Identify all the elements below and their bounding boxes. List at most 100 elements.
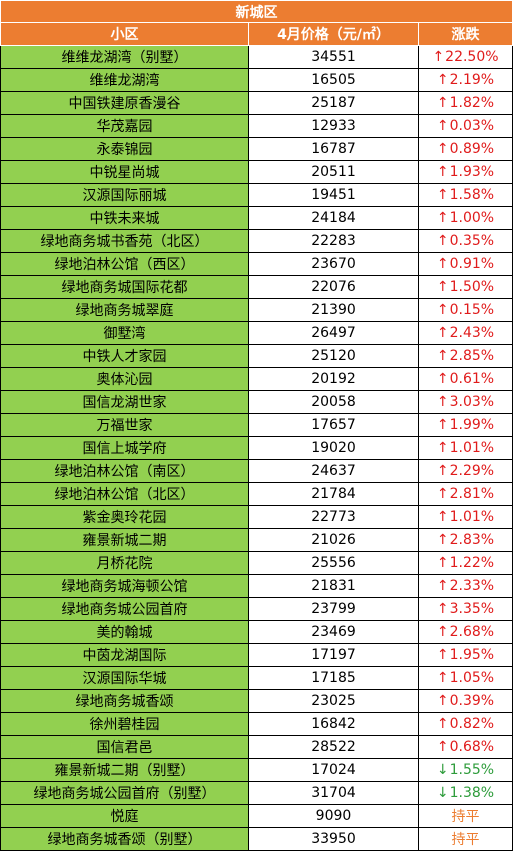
community-name: 雍景新城二期（别墅） (0, 759, 249, 782)
arrow-up-icon: ↑ (436, 486, 449, 502)
community-name: 绿地商务城翠庭 (0, 299, 249, 322)
price-value: 24637 (249, 460, 419, 483)
price-value: 12933 (249, 115, 419, 138)
change-text: 2.83% (449, 532, 495, 548)
community-name: 美的翰城 (0, 621, 249, 644)
change-text: 0.82% (449, 716, 495, 732)
community-name: 绿地商务城公园首府 (0, 598, 249, 621)
arrow-up-icon: ↑ (436, 578, 449, 594)
arrow-up-icon: ↑ (436, 601, 449, 617)
change-text: 1.58% (449, 187, 495, 203)
community-name: 绿地商务城香颂（别墅） (0, 828, 249, 851)
community-name: 绿地商务城海顿公馆 (0, 575, 249, 598)
change-value: ↑ 0.03% (419, 115, 513, 138)
community-name: 万福世家 (0, 414, 249, 437)
change-value: ↑ 1.99% (419, 414, 513, 437)
table-row: 华茂嘉园 12933 ↑ 0.03% (0, 115, 513, 138)
community-name: 绿地泊林公馆（南区） (0, 460, 249, 483)
table-row: 绿地泊林公馆（西区） 23670 ↑ 0.91% (0, 253, 513, 276)
change-value: ↑ 2.81% (419, 483, 513, 506)
change-text: 1.22% (449, 555, 495, 571)
community-name: 御墅湾 (0, 322, 249, 345)
table-row: 美的翰城 23469 ↑ 2.68% (0, 621, 513, 644)
price-value: 23025 (249, 690, 419, 713)
change-value: ↑ 1.00% (419, 207, 513, 230)
community-name: 维维龙湖湾 (0, 69, 249, 92)
table-row: 奥体沁园 20192 ↑ 0.61% (0, 368, 513, 391)
table-row: 中锐星尚城 20511 ↑ 1.93% (0, 161, 513, 184)
price-value: 17197 (249, 644, 419, 667)
change-text: 3.35% (449, 601, 495, 617)
price-value: 21390 (249, 299, 419, 322)
change-text: 0.61% (449, 371, 495, 387)
change-value: ↑ 0.89% (419, 138, 513, 161)
table-row: 汉源国际丽城 19451 ↑ 1.58% (0, 184, 513, 207)
community-name: 月桥花院 (0, 552, 249, 575)
change-text: 0.35% (449, 233, 495, 249)
header-price: 4月价格（元/㎡） (249, 23, 419, 46)
table-row: 国信君邑 28522 ↑ 0.68% (0, 736, 513, 759)
change-value: ↑ 1.05% (419, 667, 513, 690)
price-value: 34551 (249, 46, 419, 69)
arrow-up-icon: ↑ (436, 739, 449, 755)
arrow-up-icon: ↑ (436, 256, 449, 272)
change-value: ↑ 2.43% (419, 322, 513, 345)
price-value: 25556 (249, 552, 419, 575)
table-row: 紫金奥玲花园 22773 ↑ 1.01% (0, 506, 513, 529)
community-name: 紫金奥玲花园 (0, 506, 249, 529)
table-row: 绿地商务城书香苑（北区） 22283 ↑ 0.35% (0, 230, 513, 253)
price-value: 20058 (249, 391, 419, 414)
community-name: 雍景新城二期 (0, 529, 249, 552)
change-value: ↑ 0.68% (419, 736, 513, 759)
change-value: ↑ 2.83% (419, 529, 513, 552)
arrow-up-icon: ↑ (436, 555, 449, 571)
price-value: 26497 (249, 322, 419, 345)
table-row: 绿地泊林公馆（南区） 24637 ↑ 2.29% (0, 460, 513, 483)
price-value: 24184 (249, 207, 419, 230)
arrow-up-icon: ↑ (436, 417, 449, 433)
community-name: 绿地商务城书香苑（北区） (0, 230, 249, 253)
arrow-up-icon: ↑ (436, 693, 449, 709)
arrow-up-icon: ↑ (436, 233, 449, 249)
table-row: 绿地商务城翠庭 21390 ↑ 0.15% (0, 299, 513, 322)
price-value: 16842 (249, 713, 419, 736)
arrow-up-icon: ↑ (436, 670, 449, 686)
arrow-up-icon: ↑ (436, 509, 449, 525)
change-text: 1.55% (449, 762, 495, 778)
community-name: 徐州碧桂园 (0, 713, 249, 736)
community-name: 绿地商务城国际花都 (0, 276, 249, 299)
change-text: 1.00% (449, 210, 495, 226)
community-name: 绿地商务城香颂 (0, 690, 249, 713)
change-text: 3.03% (449, 394, 495, 410)
change-text: 2.85% (449, 348, 495, 364)
arrow-up-icon: ↑ (436, 210, 449, 226)
arrow-up-icon: ↑ (436, 647, 449, 663)
change-value: ↑ 0.15% (419, 299, 513, 322)
table-row: 万福世家 17657 ↑ 1.99% (0, 414, 513, 437)
price-value: 23799 (249, 598, 419, 621)
change-text: 1.50% (449, 279, 495, 295)
table-row: 绿地泊林公馆（北区） 21784 ↑ 2.81% (0, 483, 513, 506)
change-text: 1.38% (449, 785, 495, 801)
price-value: 19451 (249, 184, 419, 207)
community-name: 华茂嘉园 (0, 115, 249, 138)
change-value: ↑ 0.82% (419, 713, 513, 736)
change-text: 0.03% (449, 118, 495, 134)
table-row: 中铁人才家园 25120 ↑ 2.85% (0, 345, 513, 368)
price-value: 25187 (249, 92, 419, 115)
price-value: 21831 (249, 575, 419, 598)
price-value: 21026 (249, 529, 419, 552)
community-name: 悦庭 (0, 805, 249, 828)
community-name: 永泰锦园 (0, 138, 249, 161)
table-row: 徐州碧桂园 16842 ↑ 0.82% (0, 713, 513, 736)
change-text: 2.19% (449, 72, 495, 88)
table-row: 绿地商务城香颂 23025 ↑ 0.39% (0, 690, 513, 713)
table-row: 绿地商务城海顿公馆 21831 ↑ 2.33% (0, 575, 513, 598)
table-row: 维维龙湖湾（别墅） 34551 ↑ 22.50% (0, 46, 513, 69)
community-name: 绿地商务城公园首府（别墅） (0, 782, 249, 805)
arrow-up-icon: ↑ (436, 463, 449, 479)
arrow-down-icon: ↓ (436, 762, 449, 778)
arrow-up-icon: ↑ (436, 118, 449, 134)
table-row: 月桥花院 25556 ↑ 1.22% (0, 552, 513, 575)
change-value: ↑ 2.33% (419, 575, 513, 598)
